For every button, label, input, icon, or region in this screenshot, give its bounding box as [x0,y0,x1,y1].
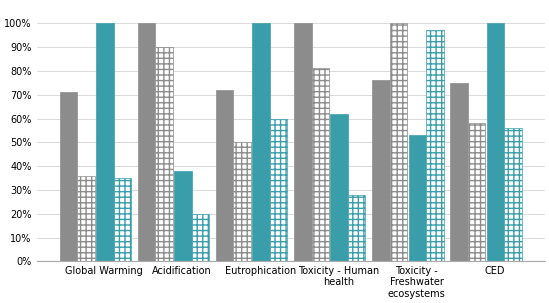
Bar [96,23,114,261]
Bar [504,128,522,261]
Bar [138,23,155,261]
Bar [114,178,131,261]
Bar [426,30,444,261]
Bar [216,90,233,261]
Bar [270,118,287,261]
Bar [174,171,192,261]
Bar [408,135,426,261]
Bar [155,47,173,261]
Bar [348,195,366,261]
Bar [468,123,485,261]
Bar [487,23,504,261]
Bar [60,92,77,261]
Bar [192,214,209,261]
Bar [390,23,407,261]
Bar [450,83,468,261]
Bar [294,23,312,261]
Bar [312,68,329,261]
Bar [77,176,94,261]
Bar [233,142,251,261]
Bar [372,80,390,261]
Bar [253,23,270,261]
Bar [330,114,348,261]
